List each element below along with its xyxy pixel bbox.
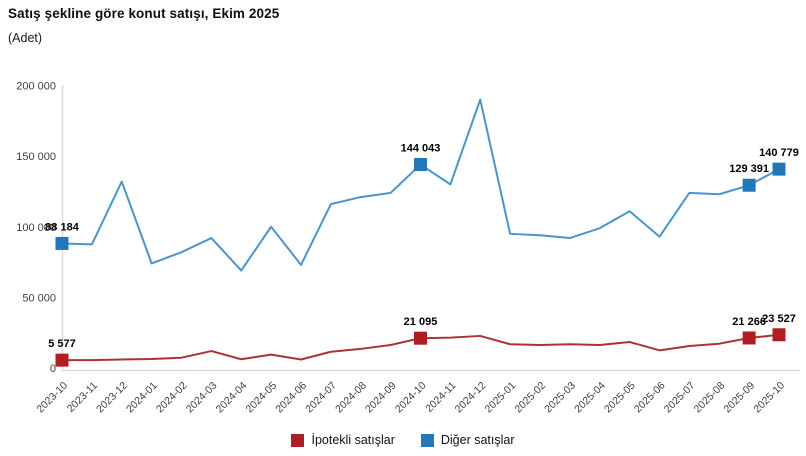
x-tick-label: 2024-05 bbox=[244, 380, 280, 416]
data-point-marker bbox=[414, 331, 427, 345]
data-point-label: 23 527 bbox=[762, 313, 796, 325]
data-point-marker bbox=[742, 331, 756, 345]
legend-swatch-red bbox=[291, 433, 305, 447]
x-tick-label: 2024-09 bbox=[363, 380, 399, 416]
data-point-marker bbox=[772, 328, 786, 342]
data-point-marker bbox=[772, 162, 786, 176]
data-point-label: 21 095 bbox=[404, 316, 438, 328]
legend-swatch-blue bbox=[420, 433, 434, 447]
data-point-marker bbox=[414, 158, 427, 172]
data-point-marker bbox=[55, 236, 69, 250]
x-tick-label: 2024-04 bbox=[214, 380, 250, 416]
x-tick-label: 2025-05 bbox=[602, 380, 638, 416]
y-tick-label: 200 000 bbox=[16, 81, 56, 93]
chart-header: Satış şekline göre konut satışı, Ekim 20… bbox=[8, 6, 279, 45]
data-point-label: 144 043 bbox=[401, 143, 441, 155]
x-tick-label: 2025-09 bbox=[722, 380, 758, 416]
data-point-marker bbox=[742, 178, 756, 192]
x-tick-label: 2025-01 bbox=[483, 380, 519, 416]
x-tick-label: 2025-03 bbox=[542, 380, 578, 416]
x-tick-label: 2024-02 bbox=[154, 380, 190, 416]
x-tick-label: 2025-06 bbox=[632, 380, 668, 416]
x-tick-label: 2023-10 bbox=[34, 380, 70, 416]
x-tick-label: 2024-01 bbox=[124, 380, 160, 416]
y-tick-label: 50 000 bbox=[22, 292, 56, 304]
y-tick-label: 100 000 bbox=[16, 222, 56, 234]
chart-legend: İpotekli satışlar Diğer satışlar bbox=[0, 428, 806, 452]
data-point-label: 88 184 bbox=[45, 221, 80, 233]
y-tick-label: 150 000 bbox=[16, 151, 56, 163]
data-point-label: 5 577 bbox=[48, 338, 76, 350]
x-tick-label: 2024-06 bbox=[273, 380, 309, 416]
x-tick-label: 2023-11 bbox=[65, 380, 100, 415]
x-tick-label: 2024-10 bbox=[393, 380, 429, 416]
legend-item-ipotekli-satislar: İpotekli satışlar bbox=[291, 433, 395, 447]
x-tick-label: 2025-10 bbox=[751, 380, 787, 416]
legend-item-diger-satislar: Diğer satışlar bbox=[420, 433, 515, 447]
series-line-1 bbox=[61, 98, 780, 272]
y-tick-label: 0 bbox=[50, 363, 56, 375]
x-tick-label: 2025-04 bbox=[572, 380, 608, 416]
data-point-label: 21 266 bbox=[732, 316, 766, 328]
x-tick-label: 2025-08 bbox=[692, 380, 728, 416]
data-point-marker bbox=[55, 353, 69, 367]
data-point-label: 129 391 bbox=[729, 163, 769, 175]
x-tick-label: 2023-12 bbox=[94, 380, 130, 416]
x-tick-label: 2024-08 bbox=[333, 380, 369, 416]
x-tick-label: 2025-02 bbox=[512, 380, 548, 416]
data-point-label: 140 779 bbox=[759, 147, 799, 159]
legend-label: İpotekli satışlar bbox=[311, 433, 395, 447]
x-tick-label: 2025-07 bbox=[662, 380, 698, 416]
chart-subtitle: (Adet) bbox=[8, 31, 43, 45]
x-tick-label: 2024-07 bbox=[303, 380, 339, 416]
x-tick-label: 2024-12 bbox=[453, 380, 489, 416]
chart-title: Satış şekline göre konut satışı, Ekim 20… bbox=[8, 6, 280, 21]
x-tick-label: 2024-03 bbox=[184, 380, 220, 416]
legend-label: Diğer satışlar bbox=[440, 433, 515, 447]
x-tick-label: 2024-11 bbox=[423, 380, 458, 415]
